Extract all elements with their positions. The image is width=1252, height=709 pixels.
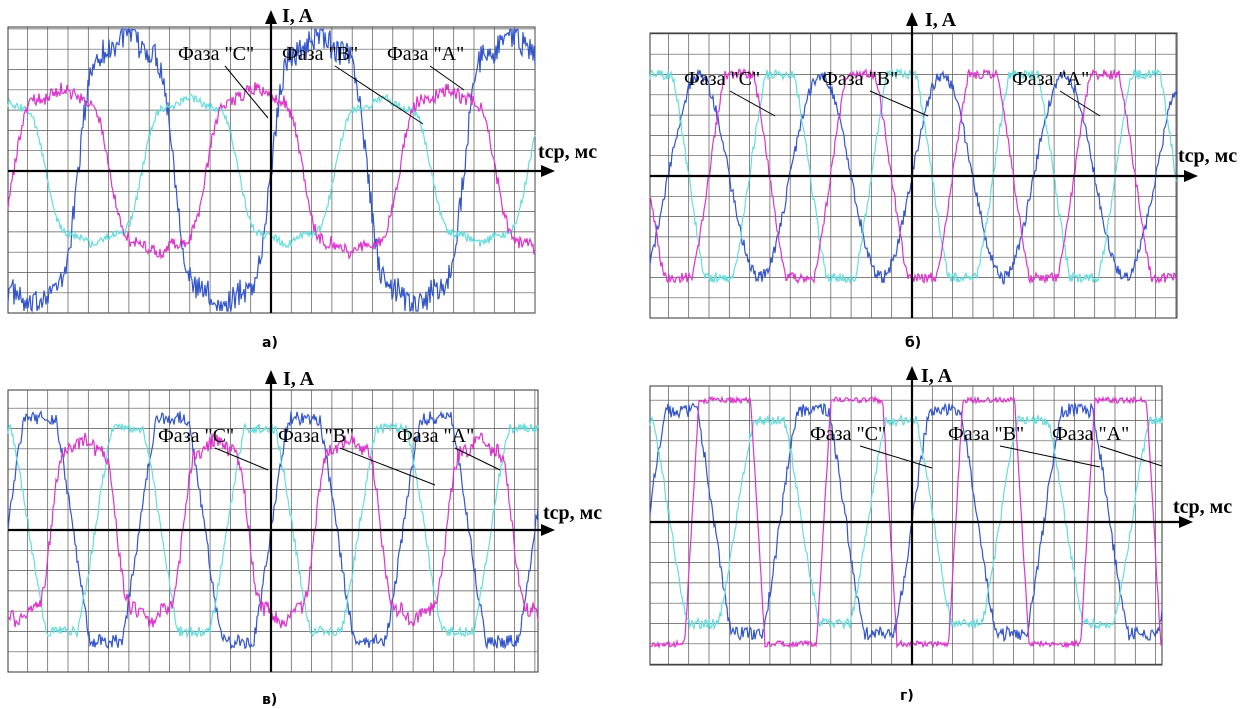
y-axis-label-v: I, A <box>283 368 315 390</box>
x-axis-arrow <box>541 524 555 536</box>
annotation-leader-2 <box>454 447 501 471</box>
annotation-phase-b-a: Фаза "B" <box>282 43 358 65</box>
annotation-phase-c-v: Фаза "C" <box>158 425 234 447</box>
annotation-leader-1 <box>999 445 1101 468</box>
x-axis-label-b: tср, мс <box>1178 145 1237 167</box>
series-panel-g <box>649 395 1163 649</box>
y-axis-arrow <box>906 366 918 380</box>
y-axis-label-b: I, A <box>925 9 957 31</box>
caption-b: б) <box>905 335 921 351</box>
annotation-phase-a-b: Фаза "A" <box>1012 68 1089 90</box>
x-axis-arrow <box>1184 170 1198 182</box>
y-axis-arrow <box>265 370 277 384</box>
series-line-0 <box>649 68 1178 285</box>
series-line-1 <box>649 67 1178 285</box>
annotation-phase-a-v: Фаза "A" <box>397 425 474 447</box>
x-axis-arrow <box>541 165 555 177</box>
grid-frame <box>649 385 1163 666</box>
panel-g: I, A tср, мс Фаза "C" Фаза "B" Фаза "A" … <box>649 365 1232 704</box>
caption-a: а) <box>262 335 278 351</box>
series-line-2 <box>649 395 1163 649</box>
panel-v: I, A tср, мс Фаза "C" Фаза "B" Фаза "A" … <box>7 368 602 708</box>
annotation-leader-0 <box>859 445 933 469</box>
caption-g: г) <box>900 688 914 704</box>
axes-panel-g <box>650 366 1193 665</box>
annotation-leader-2 <box>429 65 465 91</box>
series-line-1 <box>649 413 1163 631</box>
x-axis-label-v: tср, мс <box>543 502 602 524</box>
annotation-phase-b-b: Фаза "B" <box>822 68 898 90</box>
annotation-leader-0 <box>224 65 269 119</box>
annotation-leader-2 <box>1099 445 1163 467</box>
series-line-0 <box>649 402 1163 643</box>
series-panel-v <box>7 410 539 650</box>
annotation-leader-1 <box>334 65 424 125</box>
axes-panel-v <box>8 370 555 672</box>
y-axis-label-g: I, A <box>921 365 953 387</box>
annotation-leader-1 <box>869 90 929 117</box>
series-line-0 <box>7 410 539 650</box>
axes-panel-a <box>8 10 555 313</box>
axes-panel-b <box>650 12 1198 318</box>
series-panel-b <box>649 67 1178 285</box>
series-line-2 <box>649 68 1178 285</box>
y-axis-arrow <box>265 10 277 24</box>
series-line-1 <box>7 421 539 639</box>
annotation-phase-c-b: Фаза "C" <box>684 68 760 90</box>
annotation-phase-b-v: Фаза "B" <box>278 425 354 447</box>
caption-v: в) <box>262 692 277 708</box>
annotation-leader-1 <box>339 447 436 486</box>
annotation-phase-a-a: Фаза "A" <box>387 43 464 65</box>
annotation-phase-a-g: Фаза "A" <box>1052 423 1129 445</box>
x-axis-arrow <box>1179 516 1193 528</box>
panel-b: I, A tср, мс Фаза "C" Фаза "B" Фаза "A" … <box>649 9 1237 351</box>
annotation-leader-2 <box>1059 90 1101 117</box>
annotation-leader-0 <box>214 447 269 471</box>
x-axis-label-a: tср, мс <box>538 141 597 163</box>
series-line-2 <box>7 432 539 629</box>
y-axis-label-a: I, A <box>282 5 314 27</box>
y-axis-arrow <box>906 12 918 26</box>
x-axis-label-g: tср, мс <box>1173 496 1232 518</box>
annotation-phase-b-g: Фаза "B" <box>948 423 1024 445</box>
annotation-phase-c-g: Фаза "C" <box>810 423 886 445</box>
annotation-phase-c-a: Фаза "C" <box>178 43 254 65</box>
panel-a: I, A tср, мс Фаза "C" Фаза "B" Фаза "A" … <box>7 5 597 351</box>
annotation-leader-0 <box>729 90 776 117</box>
